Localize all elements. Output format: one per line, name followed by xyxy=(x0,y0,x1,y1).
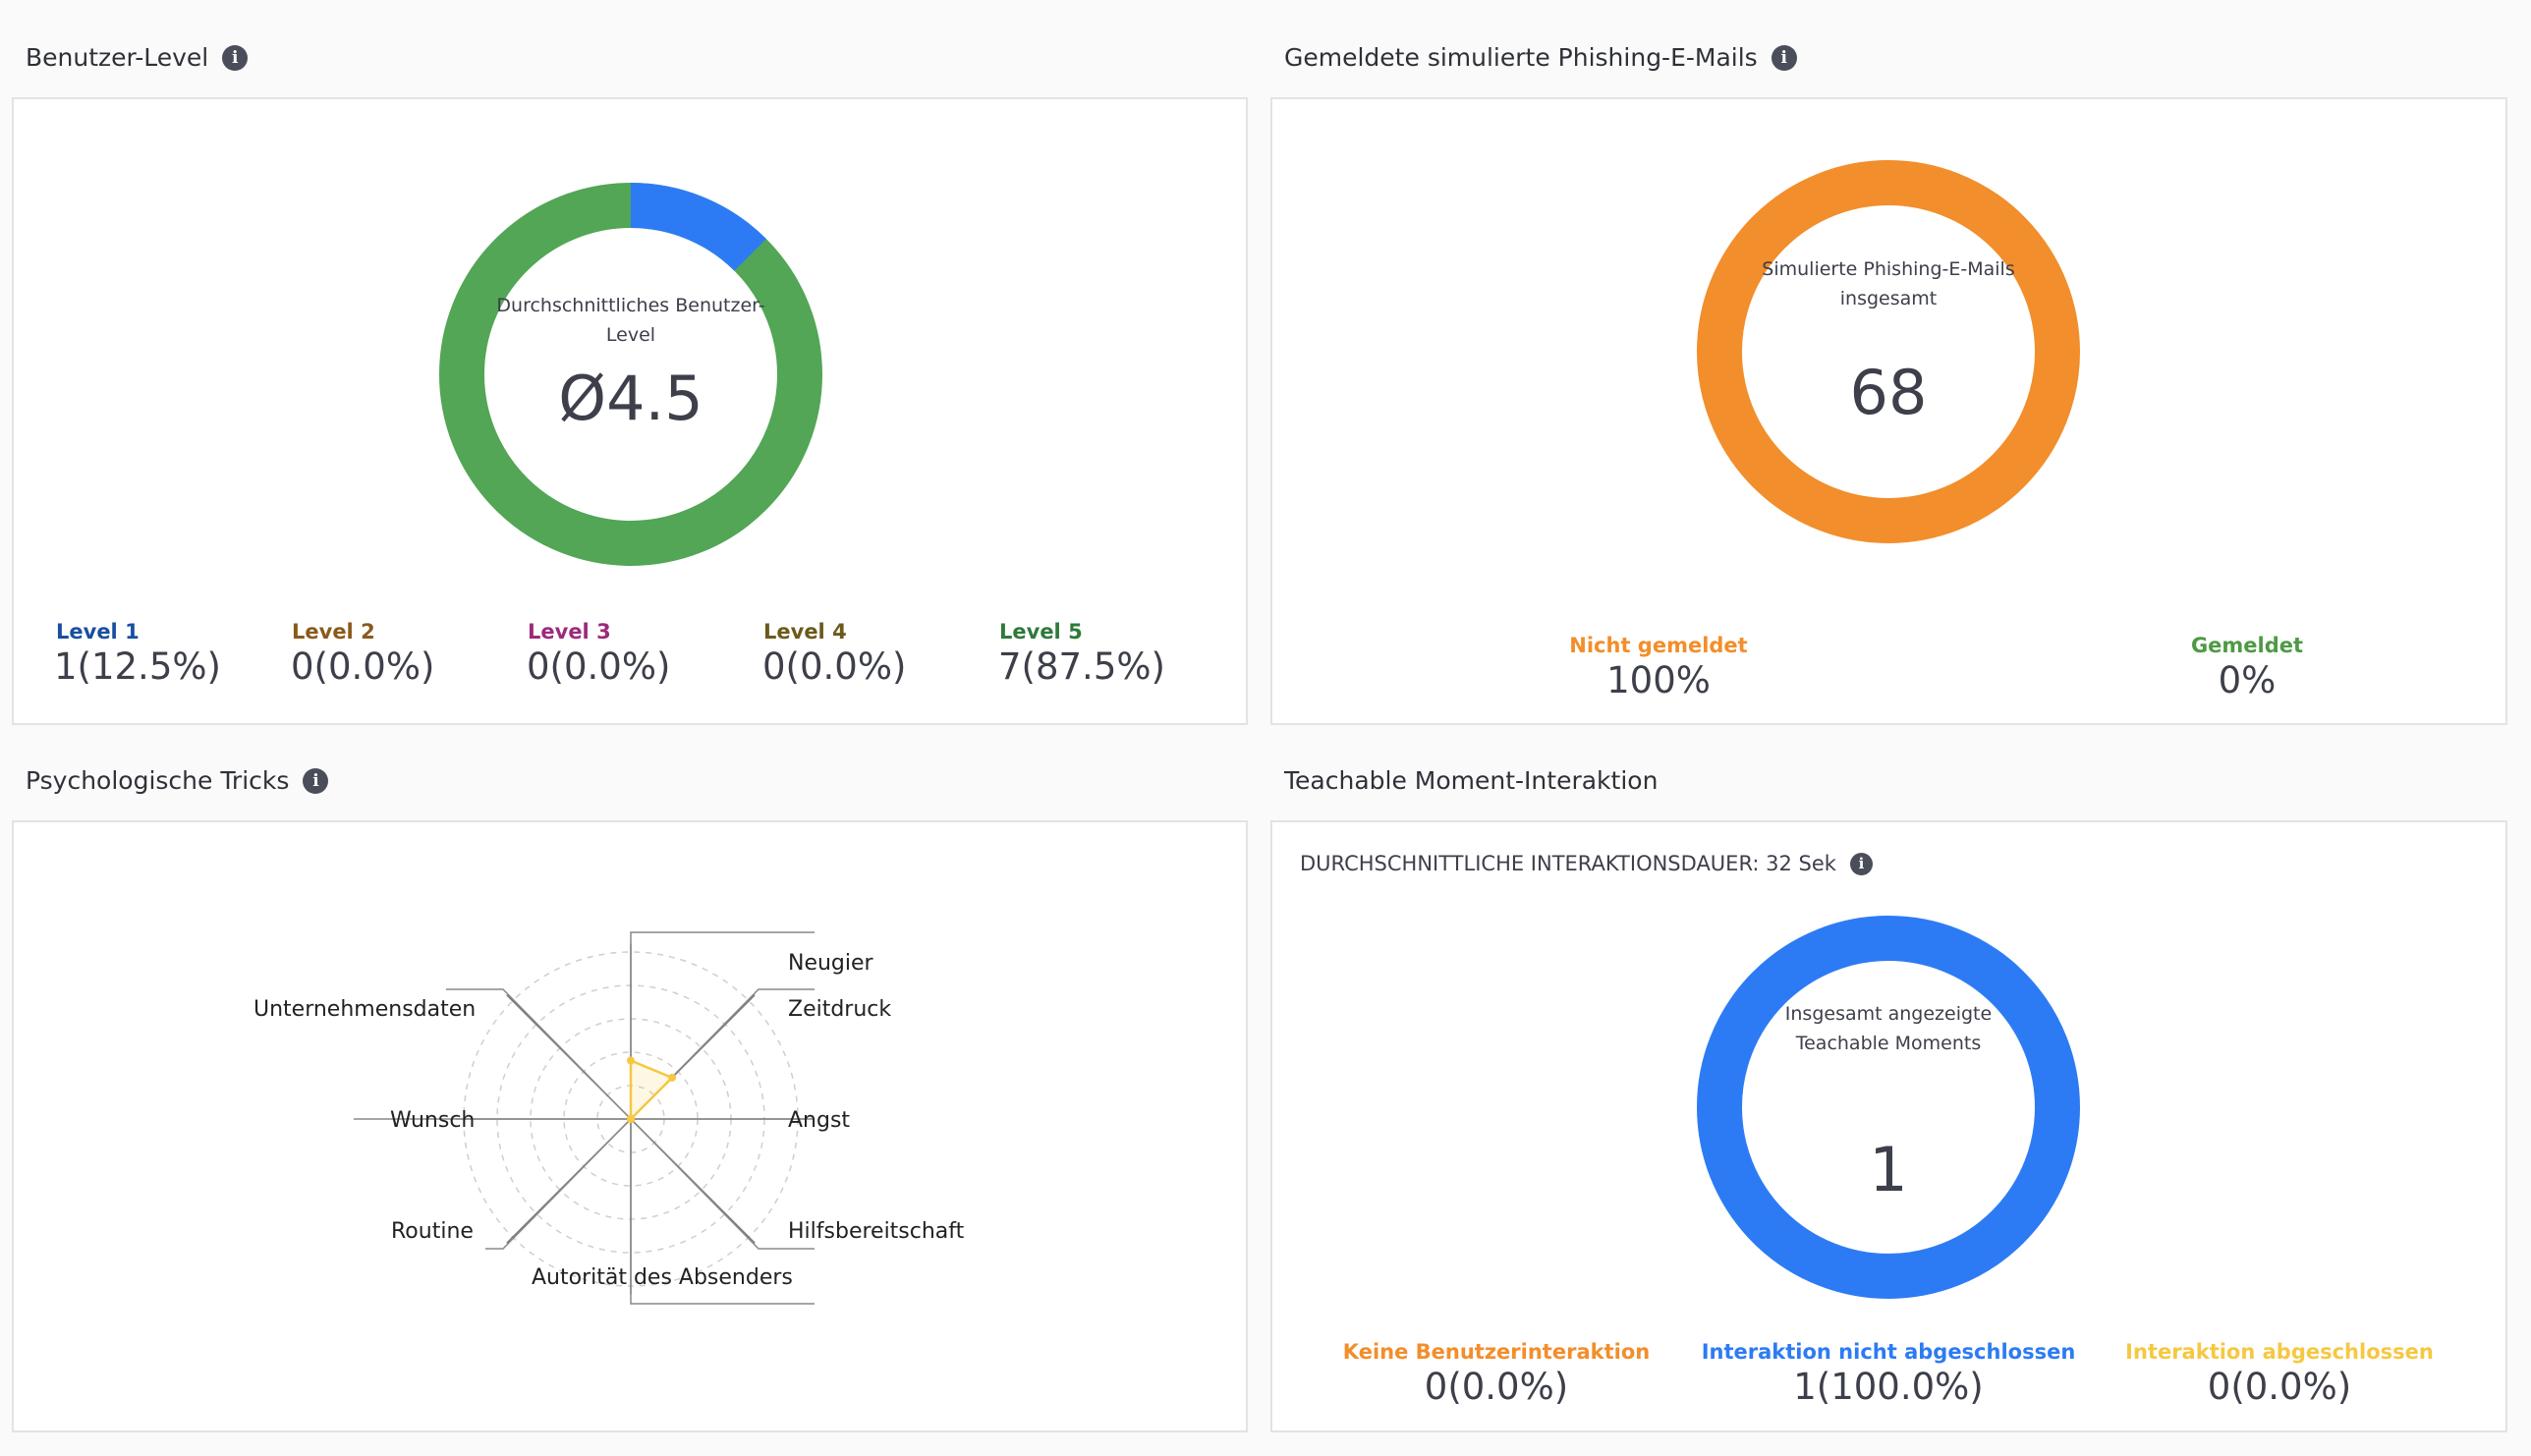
radar-leader-line xyxy=(446,988,632,1120)
radar-label-zeitdruck: Zeitdruck xyxy=(788,997,892,1022)
radar-label-autoritaet: Autorität des Absenders xyxy=(532,1265,793,1290)
benutzer-level-panel: Durchschnittliches Benutzer-Level Ø4.5 L… xyxy=(12,97,1248,725)
radar-chart xyxy=(354,931,815,1305)
level5-value: 7(87.5%) xyxy=(998,645,1165,688)
radar-data-point xyxy=(668,1073,677,1082)
phishing-donut xyxy=(1697,160,2080,543)
teachable-title: Teachable Moment-Interaktion xyxy=(1284,766,1659,795)
level3-value: 0(0.0%) xyxy=(527,645,671,688)
radar-label-angst: Angst xyxy=(788,1108,851,1133)
not-completed-label: Interaktion nicht abgeschlossen xyxy=(1701,1340,2076,1364)
radar-label-unternehmensdaten: Unternehmensdaten xyxy=(253,997,477,1022)
radar-data-point xyxy=(627,1115,635,1123)
radar-label-wunsch: Wunsch xyxy=(390,1108,476,1133)
level1-value: 1(12.5%) xyxy=(54,645,221,688)
no-interaction-label: Keine Benutzerinteraktion xyxy=(1342,1340,1651,1364)
level-donut xyxy=(439,183,822,566)
radar-data-point xyxy=(627,1056,635,1065)
level1-label: Level 1 xyxy=(56,620,140,644)
tricks-panel: Neugier Zeitdruck Angst Hilfsbereitschaf… xyxy=(12,820,1248,1432)
phishing-center-label: Simulierte Phishing-E-Mails insgesamt xyxy=(1762,258,2015,309)
teachable-panel: DURCHSCHNITTLICHE INTERAKTIONSDAUER: 32 … xyxy=(1270,820,2507,1432)
teachable-center-label: Insgesamt angezeigte Teachable Moments xyxy=(1784,1003,1993,1054)
teachable-donut xyxy=(1697,916,2080,1299)
completed-label: Interaktion abgeschlossen xyxy=(2125,1340,2434,1364)
donut-segment-level1[interactable] xyxy=(439,183,822,566)
no-interaction-value: 0(0.0%) xyxy=(1424,1366,1569,1408)
radar-leader-line xyxy=(630,1118,815,1250)
teachable-center-value: 1 xyxy=(1869,1134,1908,1205)
level-center-value: Ø4.5 xyxy=(558,363,703,434)
radar-label-neugier: Neugier xyxy=(788,951,873,976)
tricks-title: Psychologische Tricks i xyxy=(26,766,329,795)
avg-duration-text: DURCHSCHNITTLICHE INTERAKTIONSDAUER: 32 … xyxy=(1300,852,1836,875)
benutzer-level-title: Benutzer-Level i xyxy=(26,43,249,72)
not-completed-value: 1(100.0%) xyxy=(1793,1366,1984,1408)
avg-duration-row: DURCHSCHNITTLICHE INTERAKTIONSDAUER: 32 … xyxy=(1300,852,1873,875)
phishing-center-value: 68 xyxy=(1849,357,1928,428)
level2-value: 0(0.0%) xyxy=(291,645,435,688)
info-icon[interactable]: i xyxy=(1849,852,1873,875)
phishing-panel: Simulierte Phishing-E-Mails insgesamt 68… xyxy=(1270,97,2507,725)
level-center-label: Durchschnittliches Benutzer-Level xyxy=(496,295,765,346)
level5-label: Level 5 xyxy=(999,620,1083,644)
phishing-title: Gemeldete simulierte Phishing-E-Mails i xyxy=(1284,43,1797,72)
level3-label: Level 3 xyxy=(528,620,611,644)
info-icon[interactable]: i xyxy=(1771,44,1797,71)
radar-leader-line xyxy=(485,1118,632,1250)
completed-value: 0(0.0%) xyxy=(2207,1366,2352,1408)
radar-label-routine: Routine xyxy=(391,1219,474,1244)
reported-value: 0% xyxy=(2218,659,2277,701)
donut-segment-not-reported[interactable] xyxy=(1697,160,2080,543)
radar-label-hilfsbereitschaft: Hilfsbereitschaft xyxy=(788,1219,965,1244)
radar-leader-line xyxy=(630,1119,815,1305)
level4-label: Level 4 xyxy=(763,620,847,644)
level2-label: Level 2 xyxy=(292,620,375,644)
radar-data-area xyxy=(629,1058,675,1123)
info-icon[interactable]: i xyxy=(222,44,249,71)
level4-value: 0(0.0%) xyxy=(762,645,907,688)
not-reported-value: 100% xyxy=(1606,659,1711,701)
info-icon[interactable]: i xyxy=(303,767,329,794)
reported-label: Gemeldet xyxy=(2190,634,2304,657)
not-reported-label: Nicht gemeldet xyxy=(1569,634,1748,657)
donut-segment-not-completed[interactable] xyxy=(1697,916,2080,1299)
